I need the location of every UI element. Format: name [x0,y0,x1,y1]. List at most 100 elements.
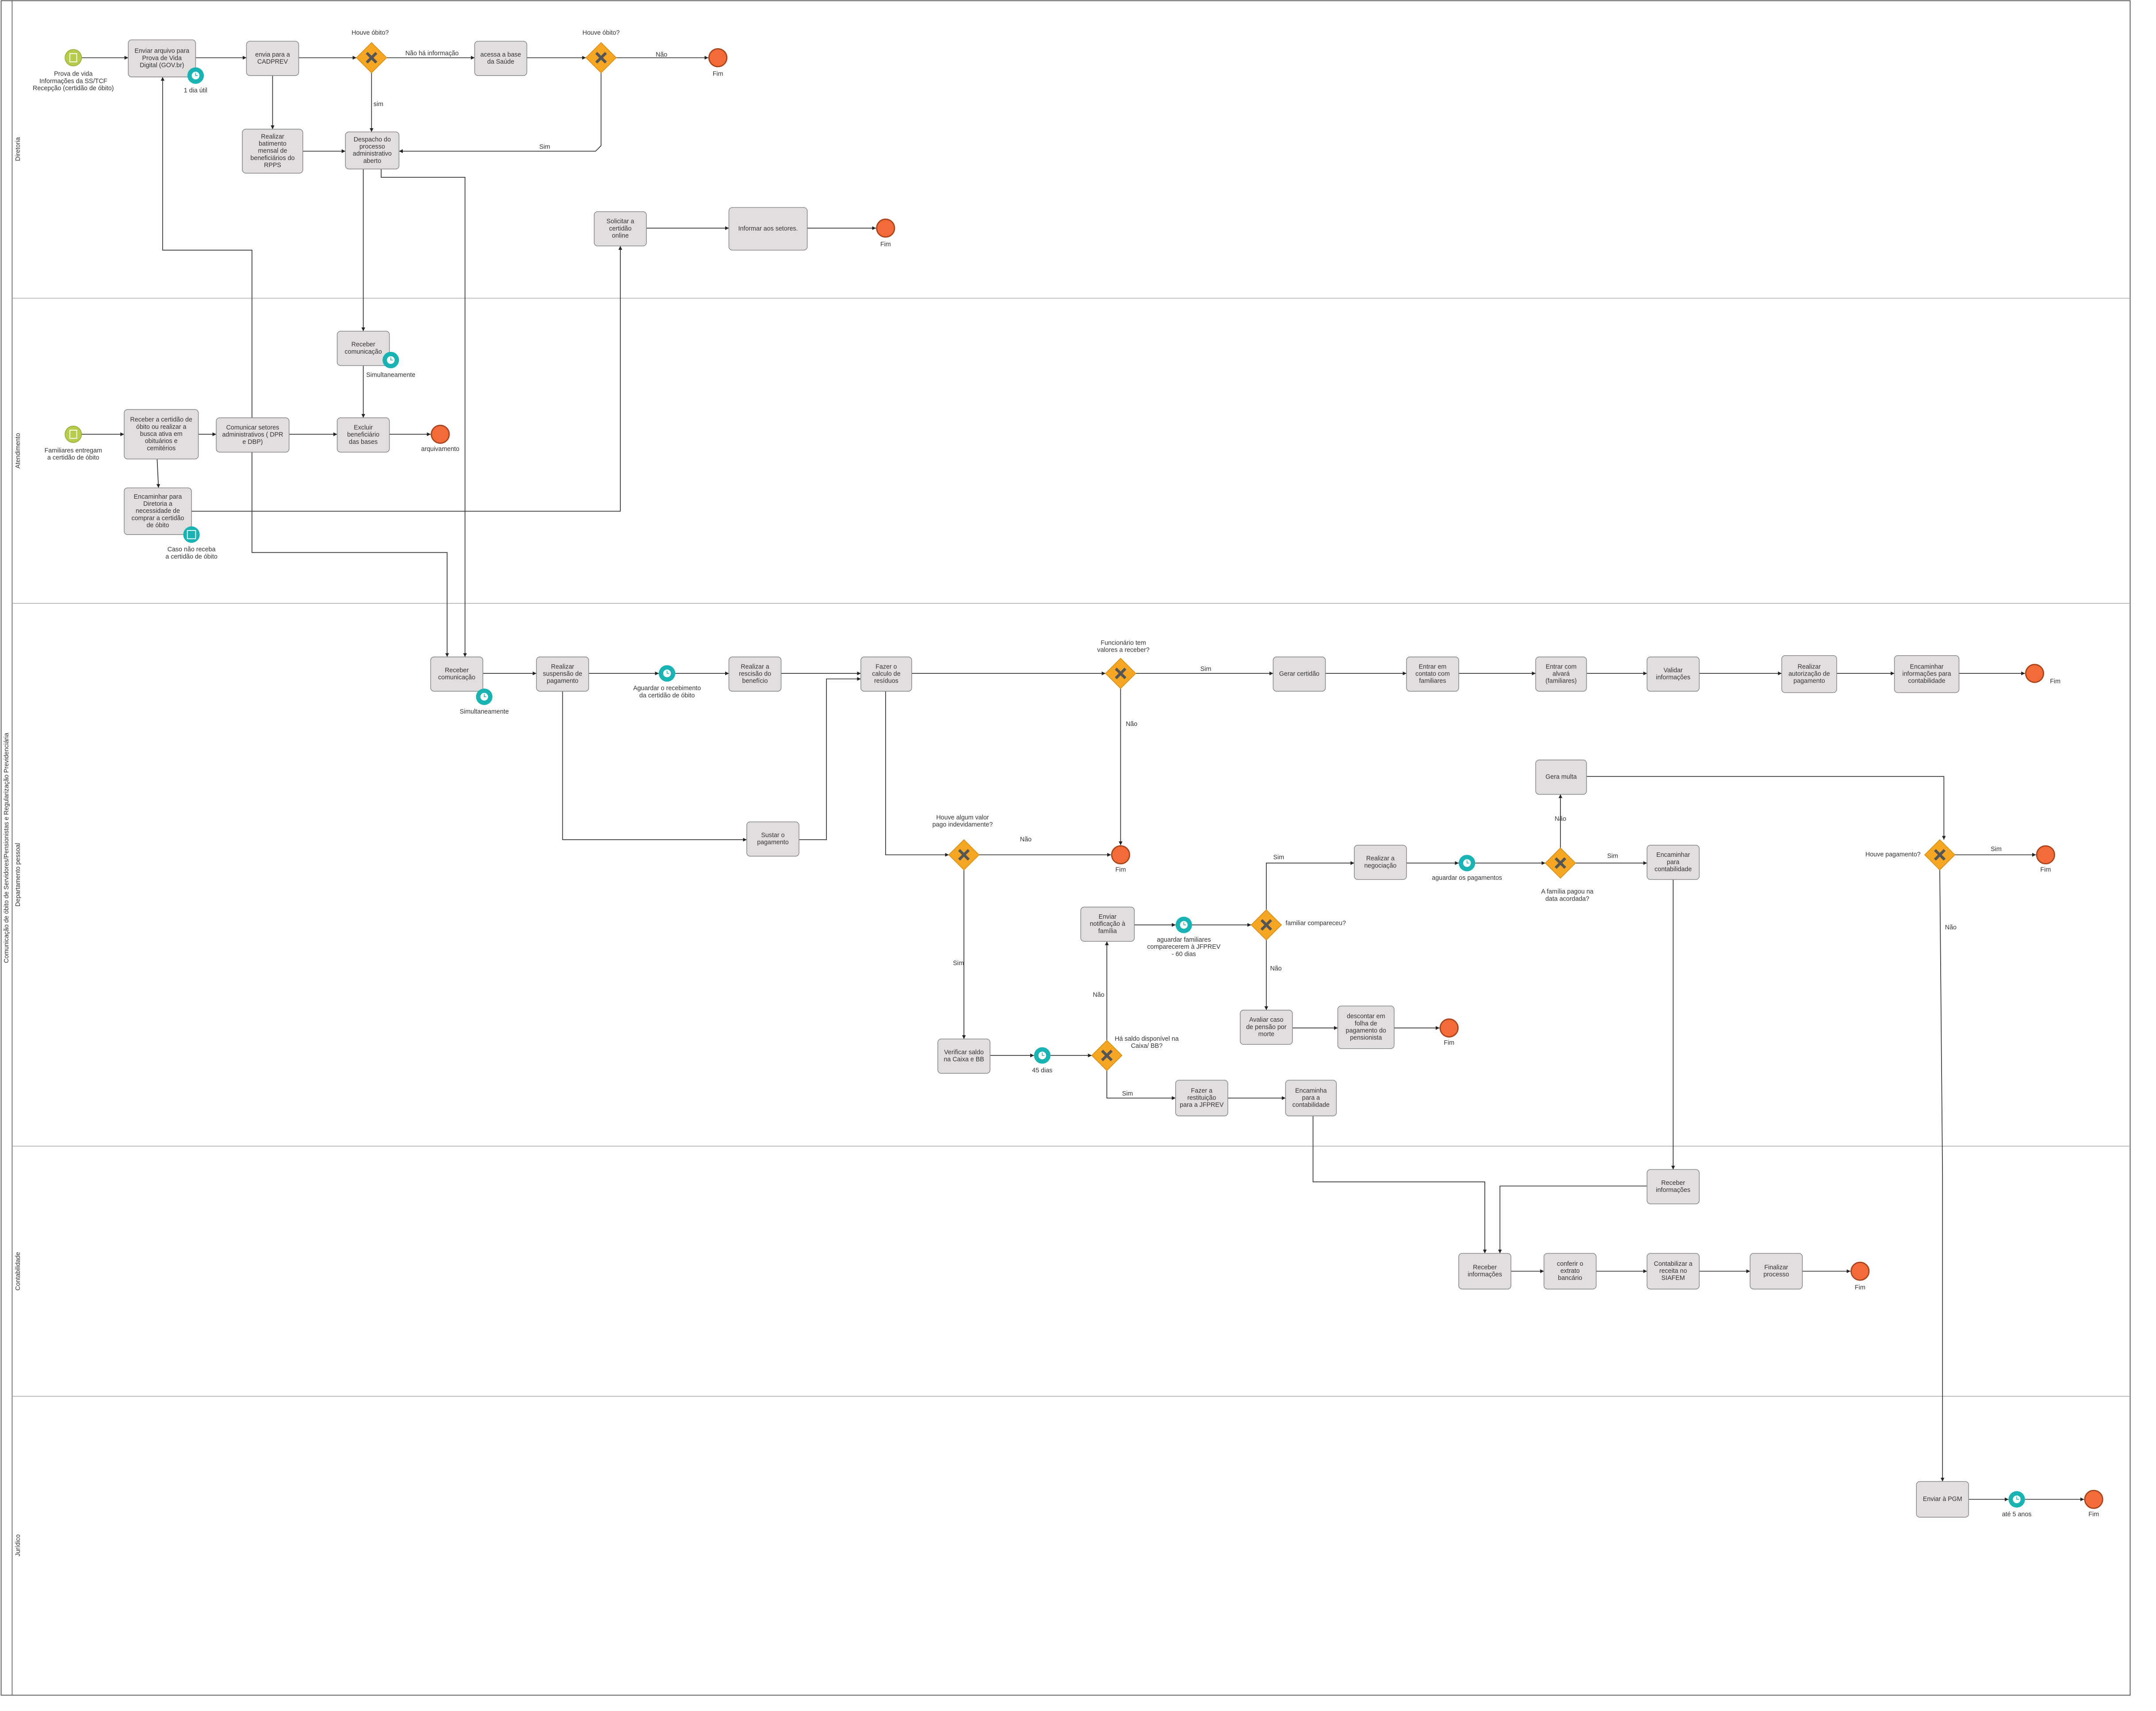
label-line: para [1667,859,1680,866]
label-line: Houve pagamento? [1865,851,1921,858]
label-line: pagamento [757,839,789,846]
gateway-x [595,52,607,64]
label-line: contabilidade [1292,1102,1330,1109]
label-line: Avaliar caso [1249,1016,1284,1024]
sequence-flow [1266,861,1354,910]
sequence-flow [562,691,747,842]
sequence-flow [1312,1116,1487,1253]
label-line: restituição [1187,1094,1216,1101]
gateway-x [1554,857,1567,869]
edge-label: Sim [953,960,964,967]
label-line: data acordada? [1545,895,1589,902]
label-line: morte [1258,1031,1275,1038]
label-line: Fim [880,241,891,248]
label-line: a certidão de óbito [47,454,99,462]
label-line: Receber [1661,1180,1685,1187]
label-line: Receber [1473,1264,1497,1271]
label-line: contabilidade [1655,866,1692,873]
gateway-x [366,52,378,64]
sequence-flow [799,677,861,840]
task [1080,906,1135,942]
label-line: 45 dias [1032,1067,1052,1074]
label-line: Sustar o [761,832,784,839]
task [128,39,196,77]
label-line: Digital (GOV.br) [140,62,184,69]
label-line: Realizar [551,663,574,670]
sequence-flow [191,246,623,512]
label-line: Comunicar setores [226,424,279,431]
label-line: Validar [1663,667,1683,674]
label-line: Encaminha [1295,1087,1327,1094]
task [345,131,400,170]
end-event [876,218,895,238]
label-line: Aguardar o recebimento [633,685,701,692]
sequence-flow [1939,870,1945,1482]
label-line: beneficiários do [250,155,294,162]
label-line: beneficiário [347,432,379,439]
label-line: Caso não receba [168,546,216,553]
label-line: Fim [1855,1284,1865,1291]
label-line: contato com [1415,670,1450,677]
label-line: cemitérios [147,445,176,452]
label-line: receita no [1659,1268,1687,1275]
task [1285,1080,1337,1116]
label-line: Receber [352,341,375,348]
sequence-flow [1586,776,1946,840]
task [1647,657,1700,692]
task [336,417,390,453]
timer-hand [195,73,198,76]
start-icon [69,430,77,439]
label-line: Realizar [261,133,284,140]
task [1647,1253,1700,1290]
sequence-flow [885,691,949,857]
label-line: Finalizar [1764,1264,1788,1271]
label-line: Realizar a [741,663,769,670]
label-line: RPPS [264,162,281,169]
task [1916,1481,1969,1518]
task [1543,1253,1597,1290]
label-line: envia para a [255,51,290,58]
label-line: Fim [713,71,723,78]
timer-hand [1466,860,1469,863]
label-line: da certidão de óbito [639,692,695,699]
label-line: Solicitar a [607,218,635,225]
edge-label: sim [374,101,383,108]
pool-label: Comunicação de óbito de Servidores/Pensi… [3,733,10,963]
label-line: aguardar os pagamentos [1432,875,1502,882]
timer-hand [390,357,393,361]
label-line: Entrar em [1419,663,1447,670]
sequence-flow [1106,1070,1176,1100]
label-line: Fim [2088,1511,2099,1518]
label-line: na Caixa e BB [944,1056,984,1063]
task [1240,1009,1293,1045]
label-line: Realizar a [1366,855,1395,862]
task [1535,657,1587,692]
label-line: Caixa/ BB? [1131,1043,1162,1050]
start-event [65,425,82,443]
task [123,487,192,535]
edge-label: Sim [1122,1090,1133,1097]
task [1535,760,1587,795]
label-line: processo [1763,1271,1789,1278]
label-line: familiares [1419,678,1446,685]
label-line: Prova de Vida [142,55,182,62]
sequence-flow [399,73,602,153]
label-line: pagamento do [1346,1027,1386,1034]
sequence-flow [251,452,449,657]
label-line: Enviar à PGM [1923,1496,1962,1503]
label-line: rescisão do [739,670,771,677]
label-line: Receber [445,667,469,674]
label-line: Simultaneamente [366,371,415,378]
edge-label: Não há informação [405,50,459,57]
label-line: 1 dia útil [184,87,207,94]
task [123,409,199,459]
task [474,41,528,76]
task [728,657,782,692]
label-line: Fim [2050,678,2060,685]
label-line: suspensão de [543,670,582,677]
task [1273,657,1326,692]
task [1458,1253,1511,1290]
label-line: certidão [609,225,631,232]
task [430,657,483,692]
start-event [65,49,82,66]
